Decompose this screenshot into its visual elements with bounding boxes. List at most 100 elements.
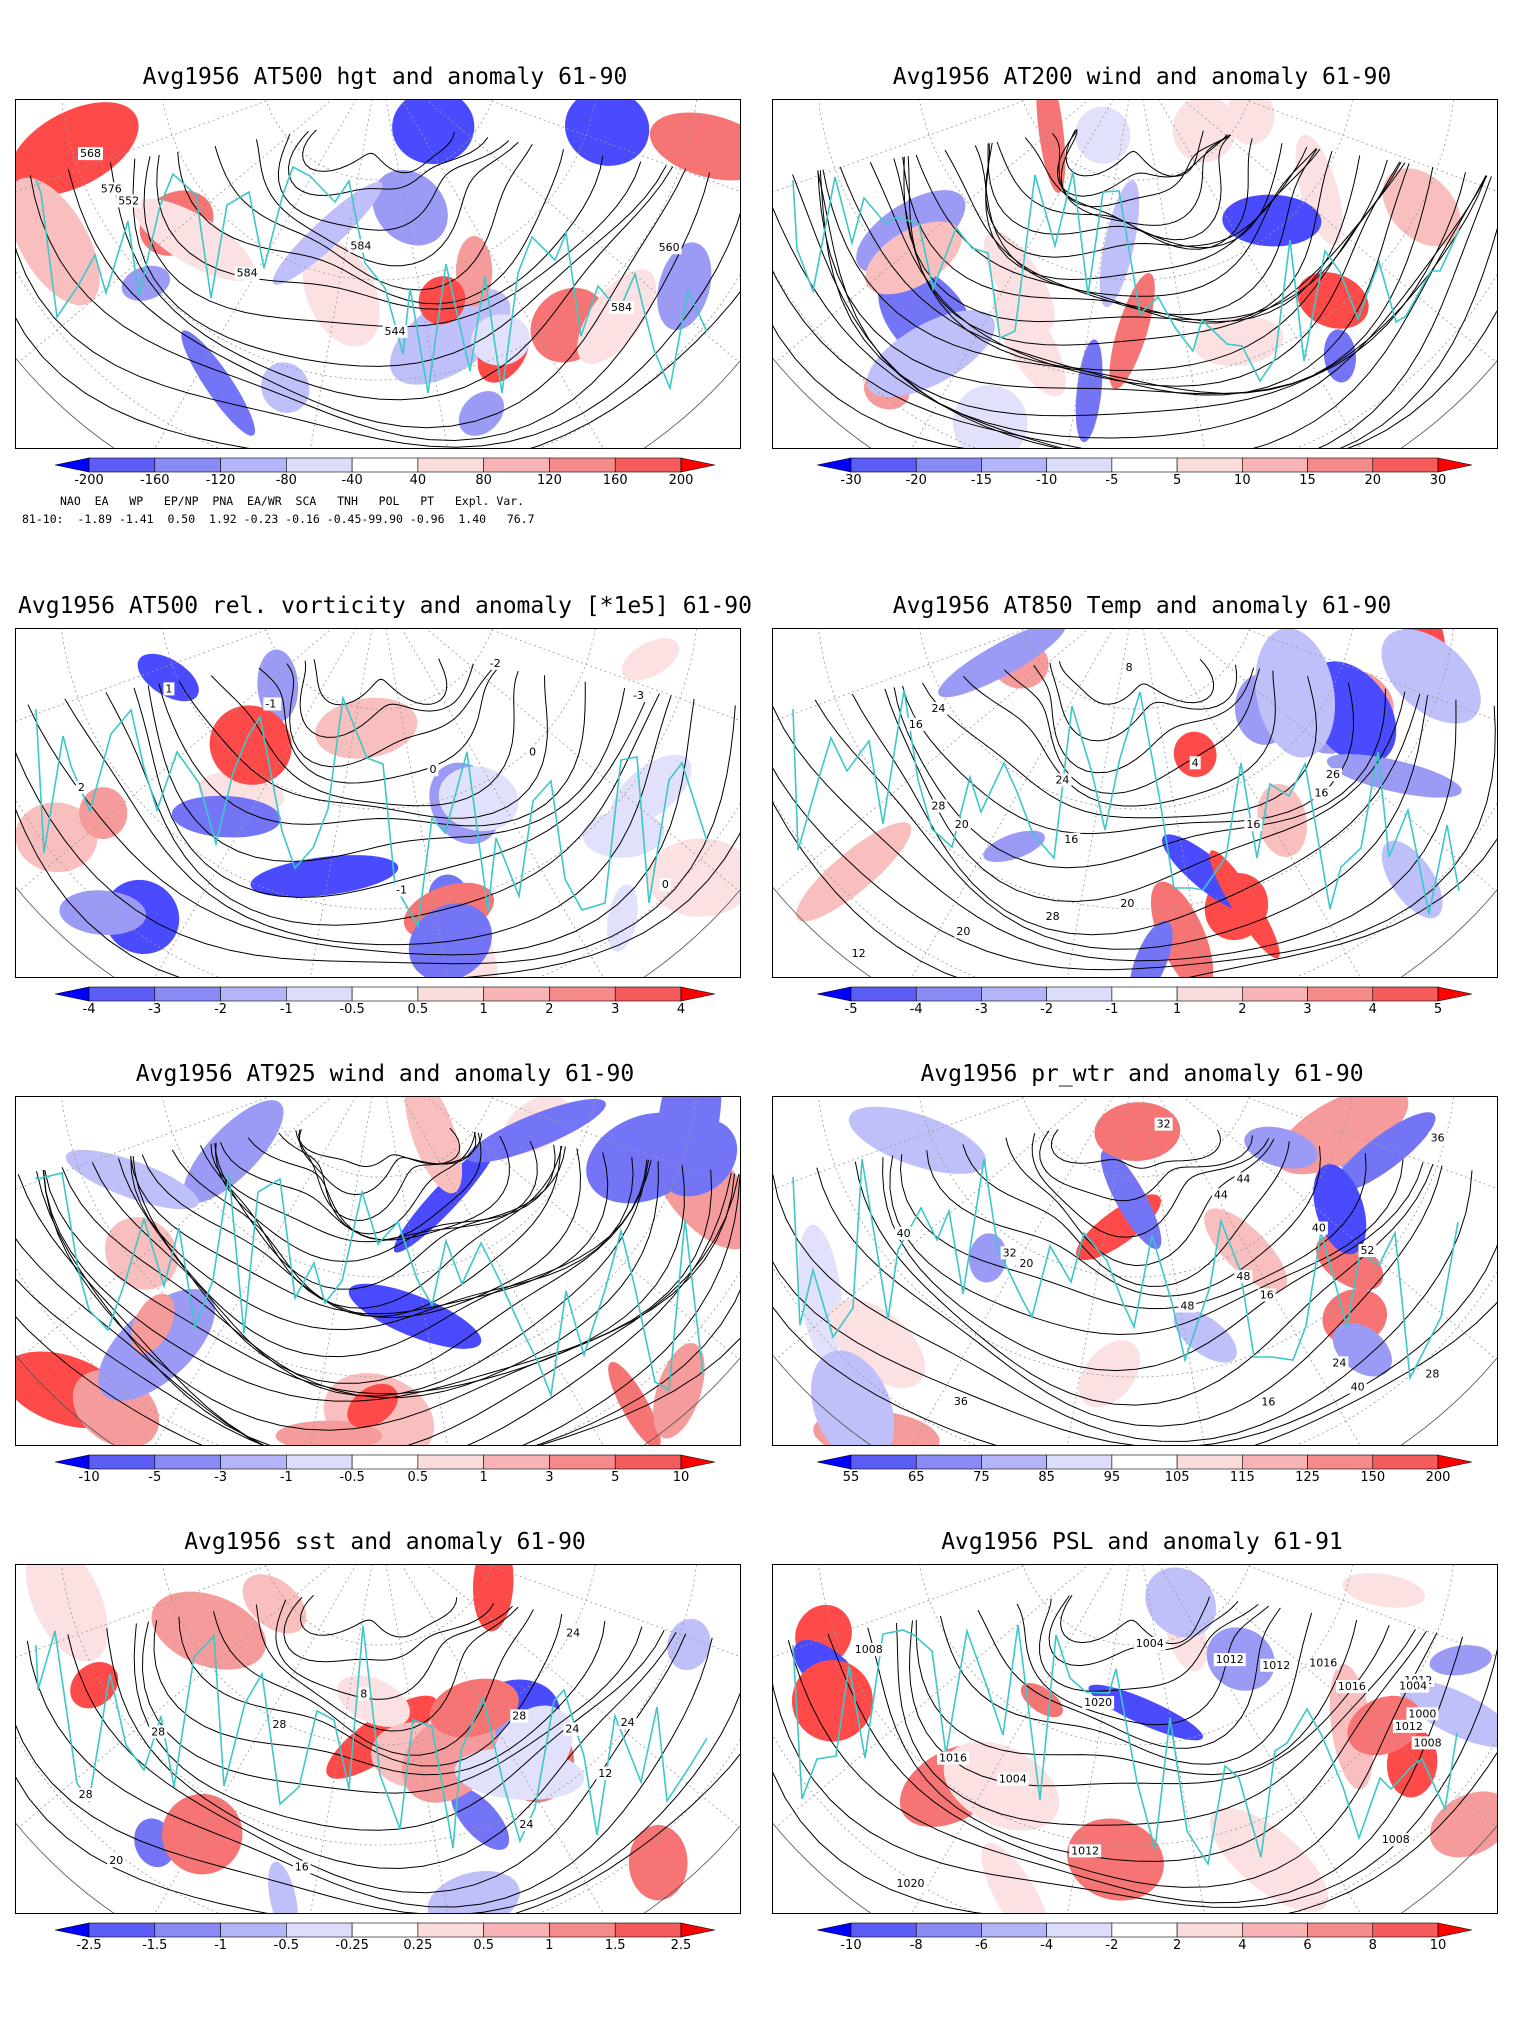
colorbar-tick-label: 65 bbox=[907, 1470, 925, 1485]
contour-label-bg bbox=[1234, 1270, 1253, 1284]
contour-line bbox=[889, 1155, 1404, 1336]
contour-label-bg bbox=[394, 883, 413, 897]
meridian-line bbox=[310, 629, 373, 977]
colorbar: -200 -160 -120 -80 -40 40 80 120 160 200 bbox=[54, 457, 716, 497]
anomaly-blob bbox=[1226, 100, 1275, 145]
contour-label-bg bbox=[149, 1725, 168, 1739]
colorbar-tick-label: -2.5 bbox=[76, 1938, 102, 1953]
index-row-label: 81-10: bbox=[22, 512, 64, 526]
anomaly-blob bbox=[791, 1660, 873, 1742]
contour-label-bg bbox=[1053, 773, 1072, 787]
contour-label-bg bbox=[270, 1718, 289, 1732]
contour-label: 24 bbox=[621, 1716, 635, 1729]
anomaly-blob bbox=[1099, 180, 1140, 308]
contour-label-bg bbox=[1000, 1246, 1019, 1260]
contour-label-bg bbox=[1118, 897, 1137, 911]
meridian-line bbox=[154, 1565, 357, 1913]
anomaly-blob bbox=[250, 855, 399, 898]
contour-label-bg bbox=[849, 947, 868, 961]
meridian-line bbox=[1142, 629, 1205, 977]
colorbar-swatch bbox=[88, 1922, 156, 1938]
anomaly-blob bbox=[454, 1747, 585, 1801]
meridian-line bbox=[1183, 629, 1497, 892]
colorbar-swatch bbox=[915, 986, 982, 1002]
colorbar-arrow-right bbox=[680, 1454, 716, 1470]
meridian-line bbox=[1142, 1097, 1205, 1445]
colorbar-tick-label: -3 bbox=[148, 1002, 162, 1017]
contour-label-bg bbox=[75, 780, 87, 794]
colorbar-swatch bbox=[1307, 457, 1374, 473]
contour-label: 1012 bbox=[1071, 1844, 1099, 1857]
colorbar-tick-label: -1 bbox=[279, 1002, 293, 1017]
meridian-line bbox=[487, 629, 740, 721]
index-value: -1.89 bbox=[77, 512, 113, 526]
contour-label: 48 bbox=[1180, 1300, 1194, 1313]
contour-line bbox=[1033, 664, 1255, 774]
meridian-line bbox=[775, 100, 1089, 363]
contour-label: 36 bbox=[1431, 1132, 1445, 1145]
meridian-line bbox=[154, 100, 357, 448]
meridian-line bbox=[487, 1097, 740, 1189]
colorbar-swatch bbox=[1372, 1454, 1439, 1470]
coastlines bbox=[792, 689, 1460, 915]
colorbar-swatch bbox=[220, 986, 287, 1002]
contour-label: 0 bbox=[429, 763, 436, 776]
colorbar: -4 -3 -2 -1 -0.5 0.5 1 2 3 4 bbox=[54, 986, 716, 1026]
colorbar-tick-label: -160 bbox=[140, 473, 170, 488]
contour-line bbox=[275, 1599, 513, 1700]
colorbar-swatch bbox=[286, 986, 353, 1002]
anomaly-blob bbox=[981, 1842, 1052, 1913]
colorbar-tick-label: 2 bbox=[1172, 1938, 1182, 1953]
contour-label: 1012 bbox=[1395, 1720, 1423, 1733]
colorbar-swatch bbox=[1242, 457, 1308, 473]
contour-label-bg bbox=[894, 1877, 927, 1891]
contour-label-bg bbox=[906, 717, 925, 731]
contour-line bbox=[962, 1141, 1290, 1287]
contour-label: 2 bbox=[78, 781, 85, 794]
contour-label-bg bbox=[1154, 1117, 1173, 1131]
coastlines bbox=[35, 1625, 708, 1849]
meridian-line bbox=[1142, 1565, 1205, 1913]
contour-label-bg bbox=[1123, 661, 1135, 675]
colorbar-swatch bbox=[417, 1922, 484, 1938]
contour-labels: 48 40 36 32 24 16 20 44 40 36 32 16 48 52 40 44 28 bbox=[894, 1117, 1447, 1409]
contour-label-bg bbox=[996, 1772, 1029, 1786]
contour-label-bg bbox=[937, 1751, 970, 1765]
contour-label-bg bbox=[1411, 1736, 1444, 1750]
contour-label: 48 bbox=[1236, 1270, 1250, 1283]
contour-line bbox=[915, 150, 1333, 324]
anomaly-blob bbox=[1194, 316, 1284, 366]
contour-line bbox=[213, 1609, 534, 1756]
anomaly-blob bbox=[151, 1591, 267, 1670]
meridian-line bbox=[1158, 629, 1361, 977]
colorbar-swatch bbox=[850, 986, 917, 1002]
coastline bbox=[35, 1172, 704, 1399]
colorbar-swatch bbox=[1111, 986, 1178, 1002]
colorbar-tick-label: -2 bbox=[1105, 1938, 1119, 1953]
meridian-line bbox=[385, 100, 448, 448]
contour-line bbox=[1031, 1132, 1270, 1238]
colorbar-swatch bbox=[1242, 986, 1308, 1002]
contour-line bbox=[921, 676, 1318, 819]
contour-line bbox=[1051, 132, 1232, 226]
colorbar-tick-label: 3 bbox=[545, 1470, 554, 1485]
contour-labels: 544 552 560 568 576 584 584 584 bbox=[77, 147, 682, 338]
colorbar-tick-label: -1 bbox=[214, 1938, 228, 1953]
contour-line bbox=[44, 1165, 685, 1395]
colorbar-tick-label: 1 bbox=[1172, 1002, 1182, 1017]
colorbar-swatch bbox=[220, 457, 287, 473]
meridian-line bbox=[1067, 1565, 1130, 1913]
contour-label: 52 bbox=[1360, 1244, 1374, 1257]
panel-title: Avg1956 AT500 hgt and anomaly 61-90 bbox=[142, 64, 628, 90]
map-svg: 20 16 16 4 8 12 20 28 24 28 24 20 16 26 16 bbox=[773, 629, 1497, 977]
contour-label: 16 bbox=[909, 718, 923, 731]
contour-label-bg bbox=[1307, 1656, 1340, 1670]
contour-label: 1008 bbox=[1382, 1833, 1410, 1846]
contour-label-bg bbox=[1017, 1257, 1036, 1271]
contour-label: 1004 bbox=[999, 1773, 1027, 1786]
anomaly-blob bbox=[183, 1100, 284, 1203]
anomaly-blob bbox=[392, 100, 475, 165]
colorbar-arrow-left bbox=[816, 457, 852, 473]
colorbar-swatch bbox=[1176, 1922, 1243, 1938]
meridian-line bbox=[154, 629, 357, 977]
